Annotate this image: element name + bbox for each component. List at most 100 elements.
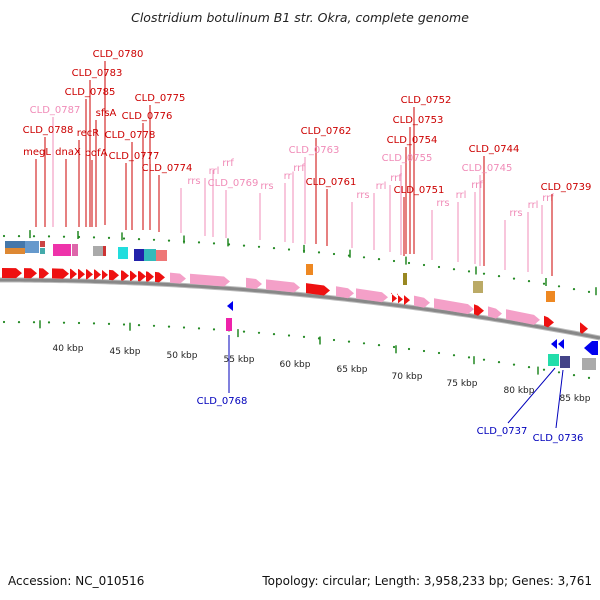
tick-dot <box>332 252 336 256</box>
gene-cds-forward <box>2 268 22 279</box>
tick-dot <box>467 356 471 359</box>
scale-tick-label: 65 kbp <box>337 365 368 375</box>
gene-cds-reverse <box>584 341 598 355</box>
tick-dot <box>572 288 576 291</box>
scale-labels: 40 kbp 45 kbp 50 kbp 55 kbp 60 kbp 65 kbp 70 k… <box>53 344 591 404</box>
gene-label: CLD_0788 <box>23 125 74 136</box>
feature-box <box>134 249 144 261</box>
tick-dot <box>587 290 591 293</box>
gene-label: rrf <box>542 193 554 204</box>
gene-label: CLD_0776 <box>122 111 173 122</box>
gene-rna <box>190 273 230 287</box>
gene-label: rrs <box>356 190 369 201</box>
gene-rna <box>356 288 388 303</box>
tick-dot <box>272 333 276 336</box>
gene-cds-forward <box>397 293 403 305</box>
tick-dot <box>452 354 456 357</box>
tick-dot <box>392 345 396 349</box>
feature-box <box>25 241 39 253</box>
gene-label: CLD_0769 <box>208 178 259 189</box>
upper-labels: CLD_0780 CLD_0783 CLD_0785 CLD_0787 CLD_0788… <box>23 49 592 276</box>
backbone-shadow <box>0 277 600 341</box>
gene-label: CLD_0744 <box>469 144 520 155</box>
gene-label: CLD_0752 <box>401 95 452 106</box>
backbone <box>0 278 600 340</box>
tick-dot <box>32 321 36 324</box>
tick-dot <box>392 259 396 263</box>
gene-label: CLD_0754 <box>387 135 438 146</box>
label-leader <box>507 367 556 424</box>
tick-dot <box>557 371 561 374</box>
gene-rna <box>414 295 430 308</box>
gene-label: rrl <box>376 181 387 192</box>
gene-label: rrf <box>222 158 234 169</box>
tick-dot <box>107 322 111 325</box>
gene-cds-forward <box>102 269 108 280</box>
tick-dot <box>107 236 111 239</box>
gene-rna <box>246 277 262 289</box>
tick-dot <box>512 363 516 366</box>
gene-cds-forward <box>138 271 146 282</box>
genome-summary: Topology: circular; Length: 3,958,233 bp… <box>262 574 592 588</box>
feature-box <box>118 247 128 259</box>
tick-dot <box>437 265 441 269</box>
gene-cds-forward <box>78 269 85 280</box>
scale-tick-label: 40 kbp <box>53 344 84 354</box>
gene-label: rrf <box>293 163 305 174</box>
tick-dot <box>17 235 21 238</box>
tick-dot <box>92 236 96 239</box>
tick-dot <box>497 361 501 364</box>
tick-dot <box>62 321 66 324</box>
gene-cds-forward <box>130 270 137 281</box>
gene-cds-forward <box>306 283 330 296</box>
feature-box <box>5 241 25 248</box>
gene-label: CLD_0736 <box>533 433 584 444</box>
tick-dot <box>362 256 366 259</box>
gene-rna <box>336 286 354 299</box>
gene-label: CLD_0739 <box>541 182 592 193</box>
tick-dot <box>197 327 201 330</box>
tick-dot <box>407 347 411 351</box>
gene-rna <box>434 298 474 315</box>
tick-dot <box>77 321 81 325</box>
gene-label: CLD_0737 <box>477 426 528 437</box>
gene-label: rrl <box>284 171 295 182</box>
scale-tick-label: 85 kbp <box>560 394 591 404</box>
gene-label: sfsA <box>96 108 117 119</box>
feature-box <box>156 250 167 261</box>
tick-dot <box>242 330 246 333</box>
tick-dot <box>482 358 486 361</box>
scale-tick-label: 75 kbp <box>447 379 478 389</box>
feature-box <box>40 241 45 247</box>
gene-cds-forward <box>70 268 77 279</box>
feature-box <box>72 244 78 256</box>
tick-dot <box>167 239 171 242</box>
tick-dot <box>377 344 381 347</box>
gene-label: CLD_0763 <box>289 145 340 156</box>
gene-label: CLD_0753 <box>393 115 444 126</box>
tick-dot <box>572 374 576 377</box>
gene-label: megL <box>23 147 51 158</box>
tick-dot <box>257 245 261 248</box>
scale-tick-label: 70 kbp <box>392 372 423 382</box>
gene-rna <box>170 272 186 284</box>
tick-dot <box>242 244 246 247</box>
accession-label: Accession: NC_010516 <box>8 574 145 588</box>
gene-label: CLD_0783 <box>72 68 123 79</box>
gene-label: CLD_0761 <box>306 177 357 188</box>
gene-label: CLD_0751 <box>394 185 445 196</box>
gene-label: CLD_0774 <box>142 163 193 174</box>
lower-labels: CLD_0768 CLD_0737 CLD_0736 <box>197 335 584 444</box>
tick-dot <box>497 275 501 278</box>
tick-dot <box>92 322 96 325</box>
tick-dot <box>287 248 291 251</box>
gene-label: rrf <box>390 173 402 184</box>
tick-dot <box>212 242 216 245</box>
feature-box <box>306 264 313 275</box>
tick-dot <box>32 235 36 238</box>
scale-tick-label: 50 kbp <box>167 351 198 361</box>
gene-label: rrs <box>260 181 273 192</box>
feature-box <box>473 281 483 293</box>
tick-dot <box>587 376 591 379</box>
gene-cds-forward <box>580 322 588 334</box>
